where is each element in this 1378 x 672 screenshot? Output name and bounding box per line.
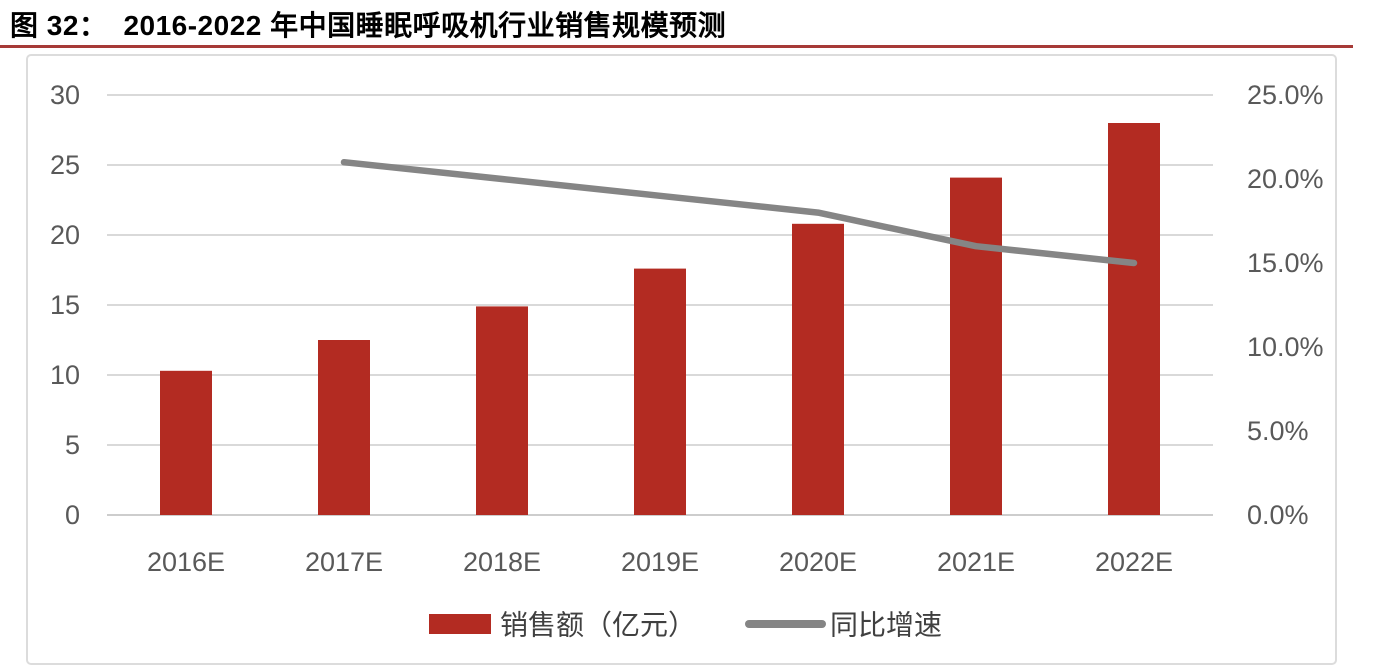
left-axis-tick-label: 25 <box>50 150 80 180</box>
bar-2017E <box>318 340 370 515</box>
x-axis-label-2019E: 2019E <box>621 547 699 577</box>
left-axis-tick-label: 15 <box>50 290 80 320</box>
figure-title: 2016-2022 年中国睡眠呼吸机行业销售规模预测 <box>123 10 727 41</box>
legend-sales-label: 销售额（亿元） <box>500 610 696 641</box>
title-rule <box>0 45 1353 48</box>
bar-2018E <box>476 306 528 515</box>
x-axis-label-2021E: 2021E <box>937 547 1015 577</box>
left-axis-tick-label: 20 <box>50 220 80 250</box>
bar-2016E <box>160 370 212 515</box>
x-axis-label-2018E: 2018E <box>463 547 541 577</box>
left-axis-tick-label: 10 <box>50 360 80 390</box>
bar-2021E <box>950 177 1002 515</box>
right-axis-tick-label: 15.0% <box>1247 248 1324 278</box>
growth-line <box>340 158 1138 267</box>
left-axis-tick-label: 0 <box>65 500 80 530</box>
x-axis-label-2017E: 2017E <box>305 547 383 577</box>
right-axis-tick-label: 25.0% <box>1247 80 1324 110</box>
x-axis-label-2016E: 2016E <box>147 547 225 577</box>
right-axis-tick-label: 0.0% <box>1247 500 1309 530</box>
sales-forecast-chart: 0 5 10 15 20 25 30 0.0% 5.0% 10.0% 15.0% 20.0% 25.0%… <box>50 80 1324 641</box>
bar-2019E <box>634 268 686 515</box>
right-axis-tick-label: 10.0% <box>1247 332 1324 362</box>
right-axis-tick-label: 20.0% <box>1247 164 1324 194</box>
right-axis-tick-label: 5.0% <box>1247 416 1309 446</box>
legend-growth-label: 同比增速 <box>830 610 942 641</box>
figure-header: 图 32： 2016-2022 年中国睡眠呼吸机行业销售规模预测 <box>10 4 726 44</box>
bar-2020E <box>792 223 844 516</box>
x-axis-label-2022E: 2022E <box>1095 547 1173 577</box>
chart-panel: 0 5 10 15 20 25 30 0.0% 5.0% 10.0% 15.0% 20.0% 25.0%… <box>26 54 1337 665</box>
legend-sales-swatch <box>429 614 491 634</box>
x-axis-label-2020E: 2020E <box>779 547 857 577</box>
bar-2022E <box>1108 123 1160 515</box>
left-axis-tick-label: 5 <box>65 430 80 460</box>
left-axis-tick-label: 30 <box>50 80 80 110</box>
figure-label: 图 32： <box>10 10 108 41</box>
